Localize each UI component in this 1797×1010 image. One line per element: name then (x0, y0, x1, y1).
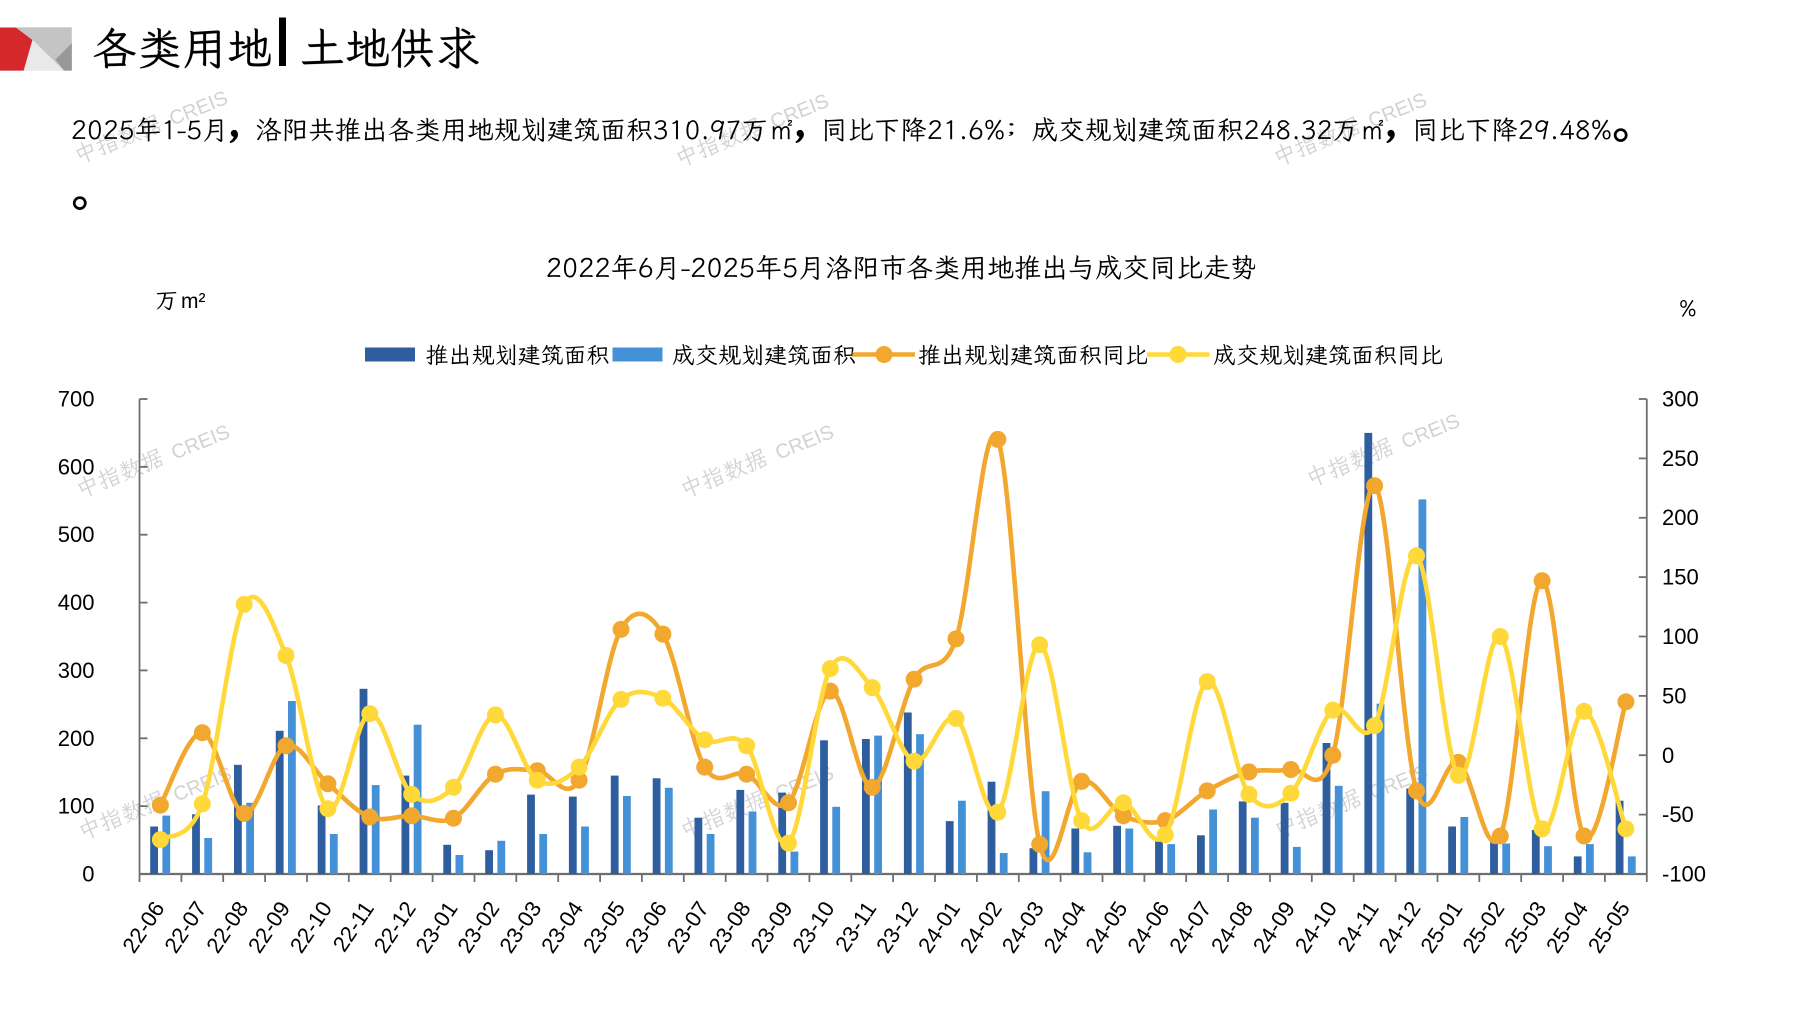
svg-text:-50: -50 (1662, 802, 1694, 827)
svg-text:m²: m² (181, 290, 206, 313)
svg-text:-100: -100 (1662, 862, 1706, 887)
svg-text:400: 400 (58, 590, 95, 615)
svg-text:600: 600 (58, 454, 95, 479)
svg-text:300: 300 (1662, 387, 1699, 412)
svg-text:700: 700 (58, 387, 95, 412)
svg-text:500: 500 (58, 522, 95, 547)
svg-text:150: 150 (1662, 565, 1699, 590)
svg-text:0: 0 (1662, 743, 1674, 768)
svg-text:50: 50 (1662, 683, 1686, 708)
svg-text:300: 300 (58, 658, 95, 683)
svg-text:100: 100 (1662, 624, 1699, 649)
svg-text:250: 250 (1662, 446, 1699, 471)
svg-text:100: 100 (58, 794, 95, 819)
svg-text:200: 200 (58, 726, 95, 751)
svg-text:200: 200 (1662, 505, 1699, 530)
svg-text:0: 0 (82, 862, 94, 887)
